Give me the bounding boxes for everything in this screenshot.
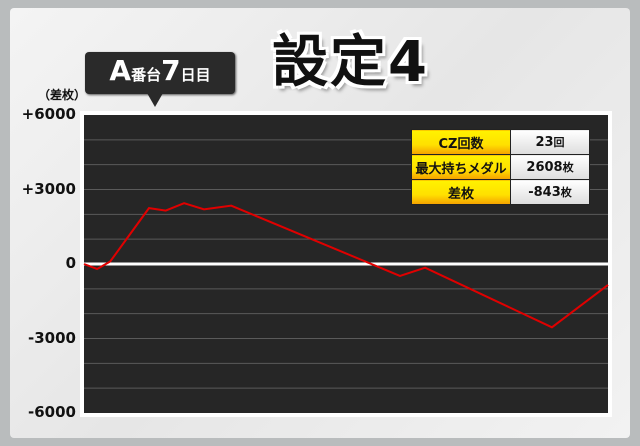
info-label: 最大持ちメダル: [411, 154, 511, 180]
info-value-number: 23: [535, 135, 554, 150]
info-value-number: -843: [528, 185, 561, 200]
info-value-number: 2608: [526, 160, 563, 175]
series-line: [83, 202, 609, 329]
y-tick-label: 0: [65, 254, 76, 272]
info-value-unit: 枚: [562, 161, 574, 174]
info-row: 最大持ちメダル 2608枚: [411, 154, 590, 180]
setting-title: 設定4: [272, 30, 429, 95]
info-value: 2608枚: [510, 154, 590, 180]
info-row: 差枚 -843枚: [411, 179, 590, 205]
info-value-unit: 回: [553, 136, 565, 149]
day-number: 7: [161, 54, 181, 87]
info-label: CZ回数: [411, 129, 511, 155]
day-suffix: 日目: [180, 66, 211, 84]
y-tick-label: +6000: [21, 105, 76, 123]
y-tick-label: +3000: [21, 179, 76, 198]
y-tick-label: -6000: [28, 403, 76, 421]
y-tick-label: -3000: [28, 328, 76, 347]
machine-letter: A: [109, 54, 132, 87]
info-row: CZ回数 23回: [411, 129, 590, 155]
machine-day-label: A 番台 7 日目: [85, 52, 235, 107]
info-table: CZ回数 23回 最大持ちメダル 2608枚 差枚 -843枚: [411, 129, 590, 205]
info-label: 差枚: [411, 179, 511, 205]
machine-suffix: 番台: [131, 66, 162, 84]
y-axis-label: （差枚）: [38, 88, 87, 102]
info-value: 23回: [510, 129, 590, 155]
info-value-unit: 枚: [560, 186, 572, 199]
info-value: -843枚: [510, 179, 590, 205]
